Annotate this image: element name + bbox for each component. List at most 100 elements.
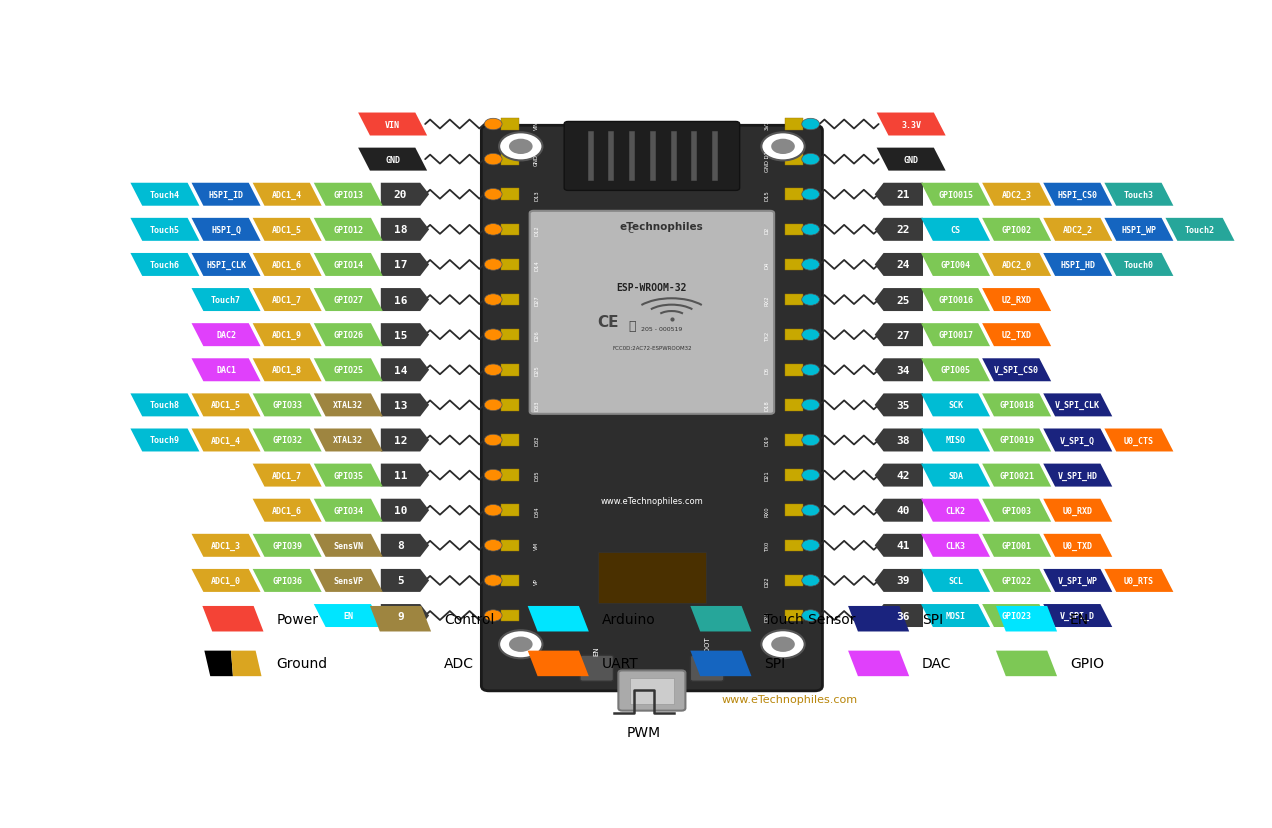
Text: VIN: VIN bbox=[534, 120, 539, 129]
Polygon shape bbox=[359, 148, 427, 171]
Text: 15: 15 bbox=[394, 330, 407, 340]
Text: ADC: ADC bbox=[444, 657, 474, 671]
Text: ESP-WROOM-32: ESP-WROOM-32 bbox=[617, 282, 687, 292]
Polygon shape bbox=[875, 569, 923, 592]
Circle shape bbox=[801, 610, 819, 622]
Circle shape bbox=[485, 435, 502, 446]
Text: 205 - 000519: 205 - 000519 bbox=[641, 326, 683, 331]
Text: GND: GND bbox=[903, 156, 918, 165]
Polygon shape bbox=[875, 289, 923, 311]
Text: BOOT: BOOT bbox=[705, 636, 710, 655]
Circle shape bbox=[485, 400, 502, 412]
Polygon shape bbox=[982, 324, 1051, 347]
Polygon shape bbox=[1043, 464, 1112, 487]
FancyBboxPatch shape bbox=[618, 671, 686, 710]
Polygon shape bbox=[314, 499, 383, 522]
Text: D32: D32 bbox=[534, 436, 539, 445]
Text: Touch5: Touch5 bbox=[150, 225, 179, 234]
Polygon shape bbox=[1043, 219, 1112, 242]
Text: c: c bbox=[627, 225, 633, 235]
Polygon shape bbox=[253, 253, 322, 277]
Text: ADC1_3: ADC1_3 bbox=[211, 542, 240, 550]
Text: D19: D19 bbox=[764, 435, 770, 445]
Polygon shape bbox=[370, 606, 431, 632]
Text: U2_TXD: U2_TXD bbox=[1001, 330, 1032, 339]
Polygon shape bbox=[192, 289, 261, 311]
Circle shape bbox=[485, 505, 502, 517]
Text: TX0: TX0 bbox=[764, 541, 770, 551]
Polygon shape bbox=[982, 359, 1051, 382]
FancyBboxPatch shape bbox=[481, 126, 823, 691]
Text: GPIO021: GPIO021 bbox=[999, 471, 1034, 480]
FancyBboxPatch shape bbox=[529, 212, 775, 414]
Text: 18: 18 bbox=[394, 225, 407, 235]
Text: ADC2_0: ADC2_0 bbox=[1001, 261, 1032, 270]
Text: ADC1_7: ADC1_7 bbox=[272, 471, 303, 480]
Text: ADC1_0: ADC1_0 bbox=[211, 576, 240, 585]
Text: V_SPI_Q: V_SPI_Q bbox=[1061, 436, 1095, 445]
FancyBboxPatch shape bbox=[501, 190, 519, 200]
Polygon shape bbox=[875, 184, 923, 206]
Polygon shape bbox=[253, 394, 322, 416]
Polygon shape bbox=[876, 148, 945, 171]
Circle shape bbox=[762, 133, 805, 161]
Text: Touch2: Touch2 bbox=[1186, 225, 1215, 234]
FancyBboxPatch shape bbox=[785, 190, 803, 200]
Text: ADC1_5: ADC1_5 bbox=[272, 225, 303, 234]
Polygon shape bbox=[359, 113, 427, 137]
Text: ADC1_9: ADC1_9 bbox=[272, 330, 303, 339]
Text: 5: 5 bbox=[397, 575, 404, 585]
Text: Touch8: Touch8 bbox=[150, 401, 179, 410]
Circle shape bbox=[485, 575, 502, 586]
Circle shape bbox=[801, 190, 819, 200]
Polygon shape bbox=[982, 534, 1051, 557]
Text: ADC1_6: ADC1_6 bbox=[272, 506, 303, 515]
Text: SPI: SPI bbox=[922, 612, 943, 626]
Polygon shape bbox=[848, 606, 909, 632]
Polygon shape bbox=[380, 499, 429, 522]
Polygon shape bbox=[875, 464, 923, 487]
Text: SCK: SCK bbox=[948, 401, 963, 410]
Circle shape bbox=[485, 259, 502, 271]
Polygon shape bbox=[875, 253, 923, 277]
Text: ADC1_7: ADC1_7 bbox=[272, 296, 303, 305]
Text: UART: UART bbox=[602, 657, 639, 671]
Text: GPIO015: GPIO015 bbox=[937, 190, 973, 200]
Text: XTAL32: XTAL32 bbox=[333, 436, 364, 445]
Text: 13: 13 bbox=[394, 401, 407, 411]
Polygon shape bbox=[921, 394, 990, 416]
FancyBboxPatch shape bbox=[501, 119, 519, 131]
Polygon shape bbox=[982, 464, 1051, 487]
Polygon shape bbox=[921, 429, 990, 452]
Text: www.eTechnophiles.com: www.eTechnophiles.com bbox=[721, 694, 859, 704]
Polygon shape bbox=[528, 606, 589, 632]
Text: 34: 34 bbox=[897, 365, 909, 375]
FancyBboxPatch shape bbox=[785, 435, 803, 446]
Text: GPIO39: GPIO39 bbox=[272, 542, 303, 550]
Text: ADC2_3: ADC2_3 bbox=[1001, 190, 1032, 200]
Text: 3V3: 3V3 bbox=[764, 120, 770, 130]
Text: D26: D26 bbox=[534, 330, 539, 340]
Polygon shape bbox=[1043, 253, 1112, 277]
Text: RX2: RX2 bbox=[764, 295, 770, 306]
Text: GPIO27: GPIO27 bbox=[333, 296, 364, 305]
Circle shape bbox=[801, 575, 819, 586]
Polygon shape bbox=[921, 289, 990, 311]
Polygon shape bbox=[314, 534, 383, 557]
Text: HSPI_HD: HSPI_HD bbox=[1061, 261, 1095, 270]
Text: VP: VP bbox=[534, 577, 539, 584]
Text: ADC2_2: ADC2_2 bbox=[1063, 225, 1093, 234]
Polygon shape bbox=[131, 253, 200, 277]
Text: CLK3: CLK3 bbox=[945, 542, 965, 550]
Text: Control: Control bbox=[444, 612, 495, 626]
Text: U0_CTS: U0_CTS bbox=[1124, 436, 1154, 445]
Text: GPIO25: GPIO25 bbox=[333, 366, 364, 375]
Text: GPIO33: GPIO33 bbox=[272, 401, 303, 410]
Polygon shape bbox=[192, 184, 261, 206]
Polygon shape bbox=[314, 569, 383, 592]
Polygon shape bbox=[921, 464, 990, 487]
Polygon shape bbox=[192, 359, 261, 382]
Polygon shape bbox=[314, 464, 383, 487]
Text: V_SPI_CS0: V_SPI_CS0 bbox=[995, 366, 1039, 375]
Text: CS: CS bbox=[950, 225, 960, 234]
